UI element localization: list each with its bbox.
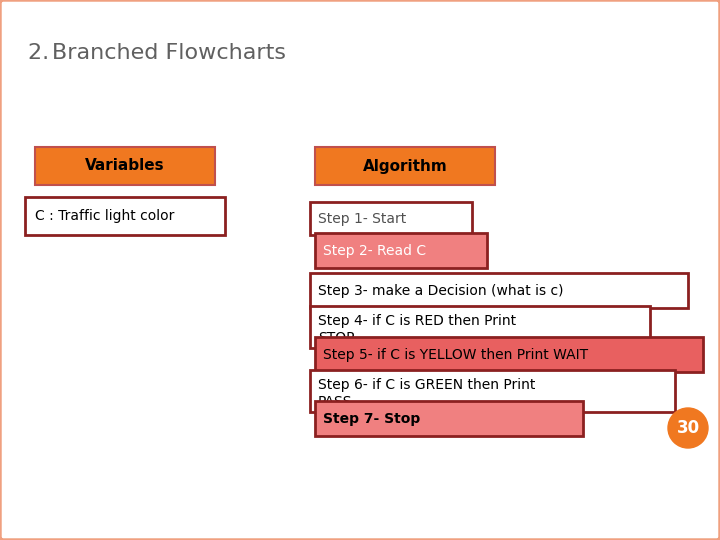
FancyBboxPatch shape: [315, 233, 487, 268]
Text: Step 2- Read C: Step 2- Read C: [323, 244, 426, 258]
Text: Step 1- Start: Step 1- Start: [318, 212, 406, 226]
FancyBboxPatch shape: [315, 401, 583, 436]
Text: Step 3- make a Decision (what is c): Step 3- make a Decision (what is c): [318, 284, 564, 298]
Text: Step 7- Stop: Step 7- Stop: [323, 411, 420, 426]
FancyBboxPatch shape: [35, 147, 215, 185]
FancyBboxPatch shape: [310, 370, 675, 412]
FancyBboxPatch shape: [315, 147, 495, 185]
Text: 30: 30: [676, 419, 700, 437]
FancyBboxPatch shape: [310, 202, 472, 235]
Text: 2.: 2.: [28, 43, 56, 63]
Text: Step 6- if C is GREEN then Print: Step 6- if C is GREEN then Print: [318, 377, 536, 392]
Text: Branched Flowcharts: Branched Flowcharts: [52, 43, 286, 63]
Text: PASS: PASS: [318, 395, 353, 408]
Text: Step 5- if C is YELLOW then Print WAIT: Step 5- if C is YELLOW then Print WAIT: [323, 348, 588, 361]
Text: Variables: Variables: [85, 159, 165, 173]
FancyBboxPatch shape: [25, 197, 225, 235]
Text: Step 4- if C is RED then Print: Step 4- if C is RED then Print: [318, 314, 516, 328]
Circle shape: [668, 408, 708, 448]
Text: C : Traffic light color: C : Traffic light color: [35, 209, 174, 223]
Text: Algorithm: Algorithm: [363, 159, 447, 173]
FancyBboxPatch shape: [315, 337, 703, 372]
FancyBboxPatch shape: [310, 273, 688, 308]
Text: STOP: STOP: [318, 330, 354, 345]
FancyBboxPatch shape: [310, 306, 650, 348]
